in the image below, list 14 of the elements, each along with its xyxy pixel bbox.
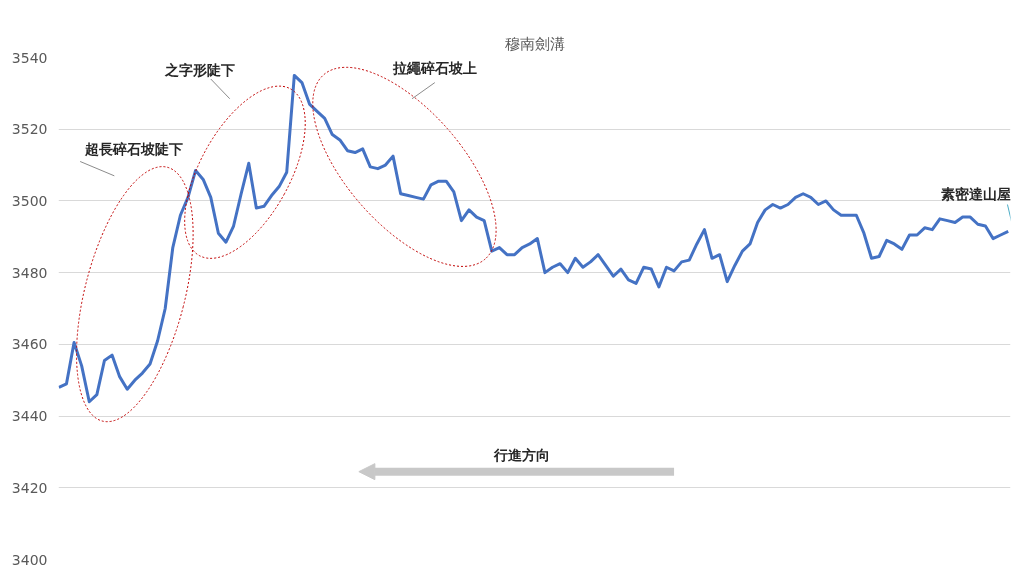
- annotation: 行進方向: [493, 447, 551, 464]
- annotation: 拉繩碎石坡上: [392, 60, 478, 77]
- y-tick-label: 3480: [11, 264, 48, 281]
- y-tick-label: 3460: [11, 336, 48, 353]
- y-tick-label: 3420: [11, 479, 48, 496]
- y-tick-label: 3440: [11, 408, 48, 425]
- y-tick-label: 3540: [11, 49, 48, 66]
- annotation: 超長碎石坡陡下: [84, 140, 184, 157]
- y-tick-label: 3520: [11, 121, 48, 138]
- annotation: 素密達山屋: [941, 185, 1012, 202]
- y-tick-label: 3500: [11, 192, 48, 209]
- annotation: 之字形陡下: [164, 62, 236, 79]
- chart-title: 穆南劍溝: [504, 34, 565, 53]
- y-tick-label: 3400: [11, 551, 48, 568]
